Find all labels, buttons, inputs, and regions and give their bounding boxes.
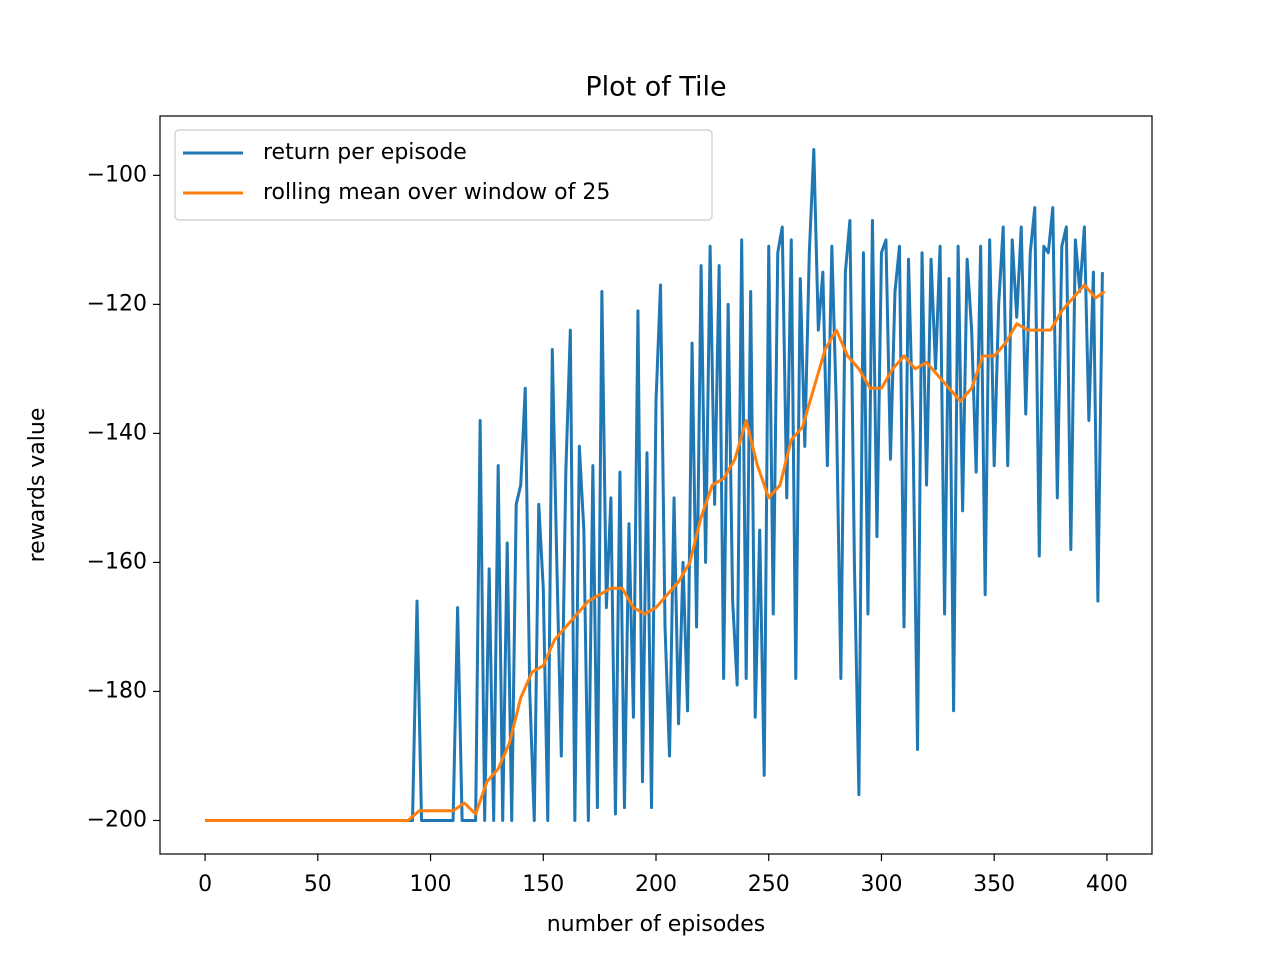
x-tick-label: 300	[860, 872, 902, 897]
x-tick-label: 50	[304, 872, 332, 897]
x-tick-label: 350	[973, 872, 1015, 897]
y-tick-label: −160	[87, 549, 147, 574]
x-axis-label: number of episodes	[547, 912, 766, 937]
y-tick-label: −140	[87, 420, 147, 445]
x-tick-label: 0	[198, 872, 212, 897]
x-tick-label: 400	[1086, 872, 1128, 897]
y-tick-label: −180	[87, 678, 147, 703]
y-tick-label: −100	[87, 162, 147, 187]
y-axis-label: rewards value	[25, 408, 50, 563]
y-tick-label: −200	[87, 807, 147, 832]
x-tick-label: 200	[635, 872, 677, 897]
x-tick-label: 250	[748, 872, 790, 897]
legend-label: rolling mean over window of 25	[263, 180, 610, 205]
y-tick-label: −120	[87, 291, 147, 316]
x-tick-label: 150	[522, 872, 564, 897]
plot-frame	[159, 115, 1153, 855]
x-tick-label: 100	[410, 872, 452, 897]
legend-box	[174, 129, 713, 221]
legend-label: return per episode	[263, 140, 467, 165]
series-line	[205, 283, 1106, 822]
chart-title: Plot of Tile	[585, 72, 726, 103]
